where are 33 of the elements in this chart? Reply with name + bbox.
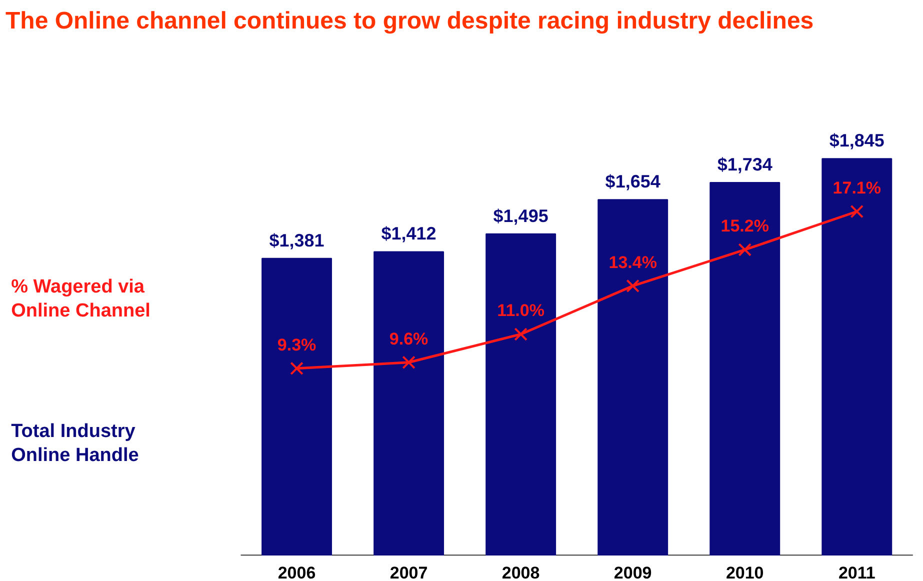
x-tick-label: 2007 (390, 564, 428, 581)
data-label: $1,412 (381, 224, 436, 244)
point (626, 279, 640, 293)
bar (486, 233, 556, 556)
data-label: 17.1% (832, 178, 881, 198)
data-label: 11.0% (497, 301, 544, 320)
x-tick-label: 2008 (502, 564, 540, 581)
text: % Wagered via Online Channel (11, 276, 150, 322)
data-label: 9.3% (277, 335, 316, 354)
point (290, 362, 304, 376)
bar (598, 199, 668, 556)
text: Total Industry Online Handle (11, 420, 139, 466)
bar (822, 158, 892, 556)
point (850, 204, 864, 218)
bar (710, 182, 780, 556)
x-tick-label: 2010 (726, 564, 764, 581)
x-tick-label: 2009 (614, 564, 652, 581)
point (514, 328, 528, 341)
data-label: $1,734 (717, 154, 772, 174)
data-label: $1,845 (829, 130, 884, 151)
data-label: 15.2% (720, 216, 769, 236)
data-label: $1,495 (493, 206, 548, 226)
chart-title: The Online channel continues to grow despite racing industry declines (6, 8, 814, 34)
bar (374, 251, 444, 556)
data-label: $1,381 (269, 230, 324, 250)
point (738, 243, 752, 256)
data-label: 9.6% (389, 329, 428, 348)
data-label: $1,654 (605, 172, 660, 192)
bar (262, 258, 332, 556)
point (402, 356, 416, 370)
x-tick-label: 2011 (838, 564, 876, 581)
data-label: 13.4% (608, 252, 657, 272)
x-tick-label: 2006 (278, 564, 316, 581)
